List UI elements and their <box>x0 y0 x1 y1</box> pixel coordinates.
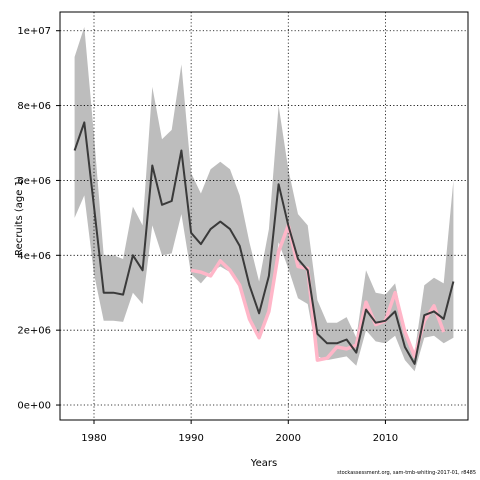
y-tick-label: 4e+06 <box>17 251 51 262</box>
series-layer <box>73 121 455 365</box>
source-footer: stockassessment.org, sam-tmb-whiting-201… <box>337 470 476 476</box>
grid-layer <box>60 12 468 420</box>
y-axis-title: Recruits (age 1) <box>14 176 25 256</box>
y-tick-label: 0e+00 <box>17 401 51 412</box>
confidence-band-layer <box>74 27 454 372</box>
x-axis: 1980 1990 2000 2010 <box>81 420 398 444</box>
x-axis-title: Years <box>250 458 277 469</box>
plot-frame <box>59 11 469 421</box>
y-tick-label: 6e+06 <box>17 176 51 187</box>
y-axis: 0e+00 2e+06 4e+06 6e+06 8e+06 1e+07 <box>17 26 60 412</box>
x-tick-label: 2000 <box>276 433 301 444</box>
series-line-1 <box>190 223 446 362</box>
y-tick-label: 2e+06 <box>17 326 51 337</box>
y-tick-label: 1e+07 <box>17 26 51 37</box>
x-tick-label: 1980 <box>81 433 106 444</box>
y-tick-label: 8e+06 <box>17 101 51 112</box>
series-line-0 <box>73 121 455 365</box>
x-tick-label: 2010 <box>373 433 398 444</box>
confidence-band <box>74 27 454 372</box>
x-tick-label: 1990 <box>178 433 203 444</box>
